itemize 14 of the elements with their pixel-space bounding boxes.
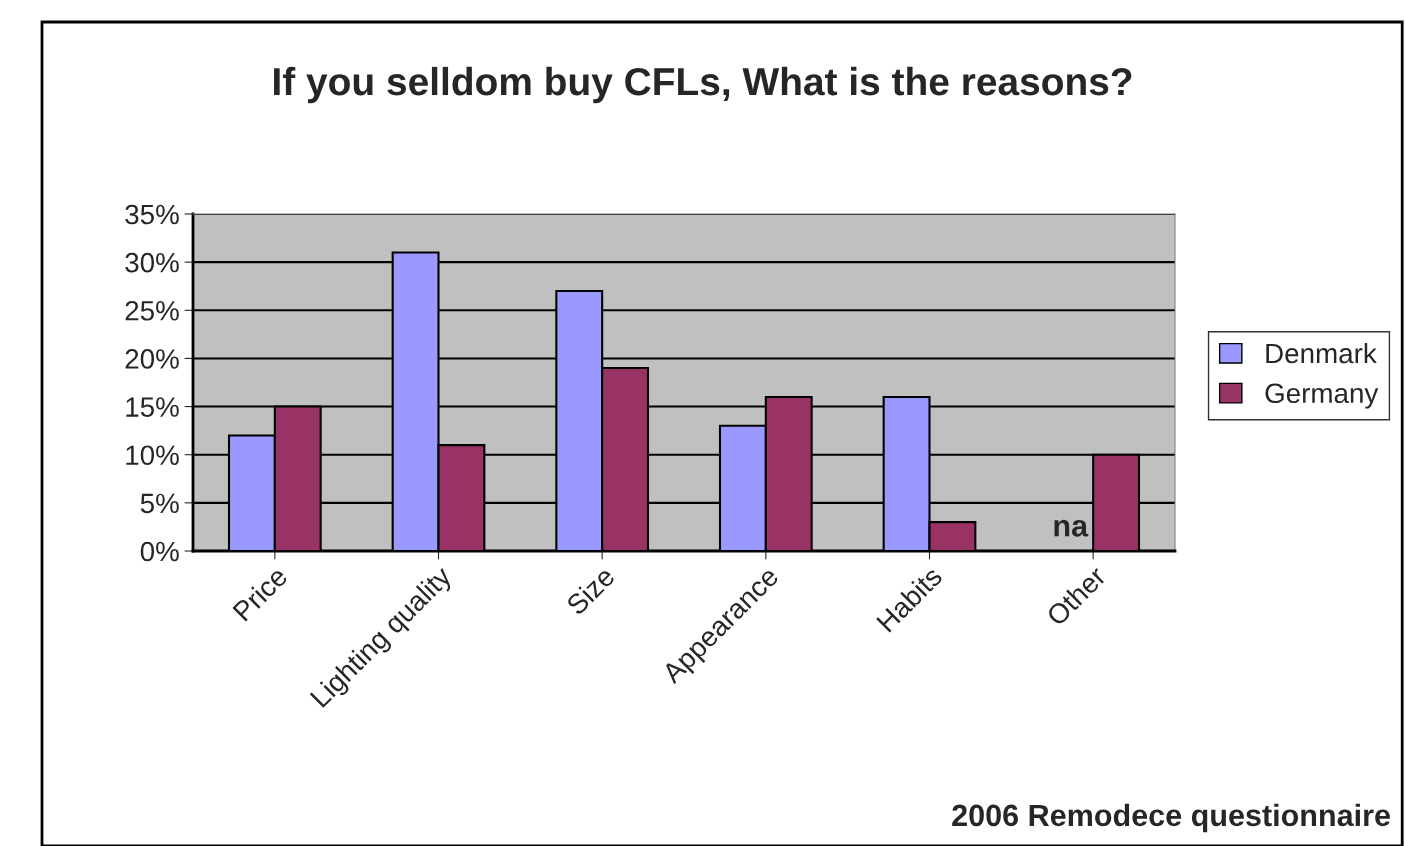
annotation: na xyxy=(1054,519,1089,537)
y-tick-label: 30% xyxy=(125,252,179,273)
legend-label: Denmark xyxy=(1266,342,1377,364)
x-tick-label: Size xyxy=(564,565,616,616)
y-tick-label: 0% xyxy=(140,541,179,562)
y-tick-label: 25% xyxy=(125,300,179,321)
y-tick-label: 15% xyxy=(126,397,179,417)
text: 2006 Remodece questionnaire xyxy=(952,803,1390,833)
y-tick-label: 20% xyxy=(125,349,179,369)
y-tick-label: 10% xyxy=(126,445,179,466)
y-tick-label: 35% xyxy=(125,204,179,225)
y-tick-label: 5% xyxy=(140,493,179,514)
chart-title: If you selldom buy CFLs, What is the reasons? xyxy=(274,66,1132,104)
legend-label: Germany xyxy=(1265,383,1379,409)
